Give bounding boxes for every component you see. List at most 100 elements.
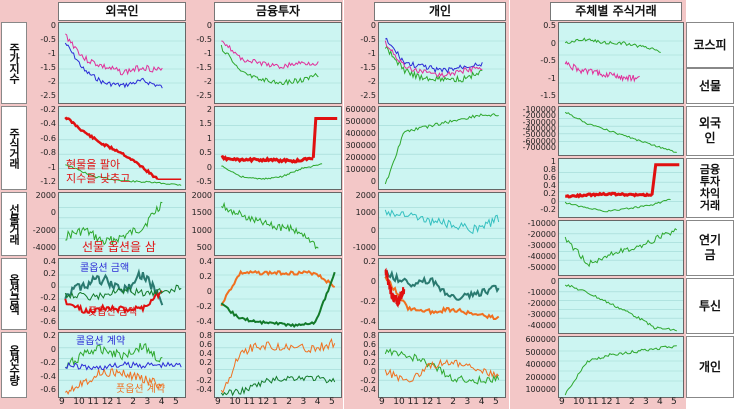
row-label-stock: 주식거래 (1, 106, 27, 190)
x-tick-label: 5 (329, 397, 335, 407)
x-tick-label: 4 (657, 397, 663, 407)
y-tick-label: 0 (206, 287, 212, 296)
yticks-c-optamt: 0.2 0 -0.2 -0.4 (344, 257, 376, 328)
series-fin-put-contract (220, 375, 336, 397)
panel-individual-net (558, 336, 684, 398)
header-by-entity: 주체별 주식거래 (550, 2, 682, 21)
series-foreign-stock (64, 116, 159, 180)
series-foreign-stock-alt (65, 164, 182, 186)
x-tick-label: 11 (407, 397, 419, 407)
panel-foreign-net (558, 106, 684, 156)
y-tick-label: 0.8 (543, 165, 556, 174)
y-tick-label: 300000 (345, 141, 376, 150)
x-tick-label: 3 (144, 397, 151, 407)
yticks-a-stock: -0.2 -0.4 -0.6 -0.8 -1 -1.2 (26, 105, 56, 188)
x-tick-label: 2 (450, 397, 456, 407)
xticks-d: 9 10 11 12 1 2 3 4 5 (558, 397, 682, 409)
y-tick-label: -300000 (522, 117, 556, 127)
series-foreign-futures (65, 201, 163, 246)
x-tick-label: 12 (601, 397, 613, 407)
y-tick-label: 600000 (525, 335, 556, 344)
y-tick-label: -1 (548, 73, 556, 83)
x-tick-label: 11 (87, 397, 99, 407)
annotation-call-contract: 콜옵션 계약 (76, 336, 126, 347)
yticks-d-indiv: 600000 500000 400000 200000 100000 (512, 335, 556, 396)
series-indiv-put-amount (384, 276, 500, 320)
x-tick-label: 5 (671, 397, 677, 407)
series-indiv-call-amount (384, 269, 500, 301)
y-tick-label: -1.5 (360, 63, 376, 72)
series-fin-arbitrage-alt (564, 198, 671, 213)
y-tick-label: 0.2 (43, 269, 56, 278)
y-tick-label: 0.8 (199, 331, 212, 340)
x-tick-label: 2 (629, 397, 635, 407)
x-tick-label: 9 (215, 397, 221, 407)
y-tick-label: 0.2 (199, 358, 212, 367)
yticks-b-optqty: 0.8 0.6 0.4 0.2 0 -0.2 -0.4 (186, 331, 212, 396)
series-fin-call-amount (220, 269, 336, 307)
y-tick-label: 500 (196, 243, 212, 252)
yticks-d-trust: 0 -10000 -20000 -30000 -40000 (512, 277, 556, 332)
y-tick-label: -2.5 (40, 91, 56, 100)
panel-fin-stock (214, 106, 342, 190)
panel-fin-index (214, 22, 342, 104)
right-label-foreign: 외국인 (686, 106, 734, 156)
header-individual: 개인 (374, 2, 506, 21)
series-indiv-put-contract (384, 358, 500, 383)
panel-foreign-futures (58, 192, 186, 256)
panel-indiv-futures (378, 192, 506, 256)
row-label-futures: 선물거래 (1, 192, 27, 256)
panel-indiv-stock (378, 106, 506, 190)
y-tick-label: -0.4 (196, 317, 212, 326)
y-tick-label: -1.5 (40, 63, 56, 72)
y-tick-label: 400000 (345, 129, 376, 138)
y-tick-label: -2.5 (196, 91, 212, 100)
x-tick-label: 2 (286, 397, 292, 407)
y-tick-label: 0 (206, 367, 212, 376)
annotation-put-amount: 풋옵션 금액 (88, 307, 138, 318)
x-tick-label: 4 (158, 397, 165, 407)
yticks-a-optamt: 0.4 0.2 0 -0.2 -0.4 -0.6 (26, 257, 56, 328)
y-tick-label: -0.4 (40, 119, 56, 129)
y-tick-label: -0.2 (196, 376, 212, 385)
row-label-option-quantity: 옵션수량 (1, 332, 27, 398)
yticks-b-index: 0 -0.5 -1 -1.5 -2 -2.5 (186, 21, 212, 102)
y-tick-label: 2 (206, 105, 212, 114)
series-kospi (564, 37, 661, 53)
panel-foreign-stock (58, 106, 186, 190)
y-tick-label: -0.4 (360, 385, 376, 394)
yticks-b-fut: 2000 1500 1000 500 (186, 191, 212, 254)
y-tick-label: 0 (50, 344, 56, 354)
y-tick-label: -1.2 (40, 177, 56, 186)
right-label-pension: 연기금 (686, 220, 734, 276)
y-tick-label: 1 (206, 133, 212, 143)
yticks-b-optamt: 0.4 0.2 0 -0.2 -0.4 (186, 257, 212, 328)
series-fin-futures (220, 201, 319, 250)
series-pension (564, 228, 678, 268)
x-tick-label: 1 (272, 397, 278, 407)
y-tick-label: -1000 (352, 243, 376, 252)
series-option-quantity-total (65, 361, 182, 371)
yticks-d-pension: -10000 -20000 -30000 -40000 -50000 (512, 219, 556, 274)
y-tick-label: -0.2 (40, 293, 56, 302)
y-tick-label: -0.6 (40, 133, 56, 143)
y-tick-label: 0.2 (363, 358, 376, 367)
y-tick-label: 0.4 (363, 349, 376, 358)
y-tick-label: 100000 (345, 165, 376, 174)
yticks-c-fut: 2000 1000 0 -1000 (344, 191, 376, 254)
y-tick-label: -500000 (522, 130, 556, 140)
y-tick-label: -0.4 (40, 305, 56, 314)
series-kospi-futures (564, 60, 640, 83)
y-tick-label: 1000 (191, 225, 212, 235)
y-tick-label: 0 (550, 197, 556, 206)
y-tick-label: 0.4 (199, 257, 212, 266)
series-fin-arbitrage-jump (650, 163, 680, 196)
x-tick-label: 5 (493, 397, 499, 407)
y-tick-label: -20000 (527, 299, 556, 308)
series-put-contract (64, 367, 163, 395)
y-tick-label: 200000 (525, 372, 556, 382)
x-tick-label: 1 (615, 397, 621, 407)
y-tick-label: -0.6 (40, 385, 56, 394)
series-fin-arbitrage (565, 191, 653, 199)
y-tick-label: 2000 (35, 191, 56, 200)
